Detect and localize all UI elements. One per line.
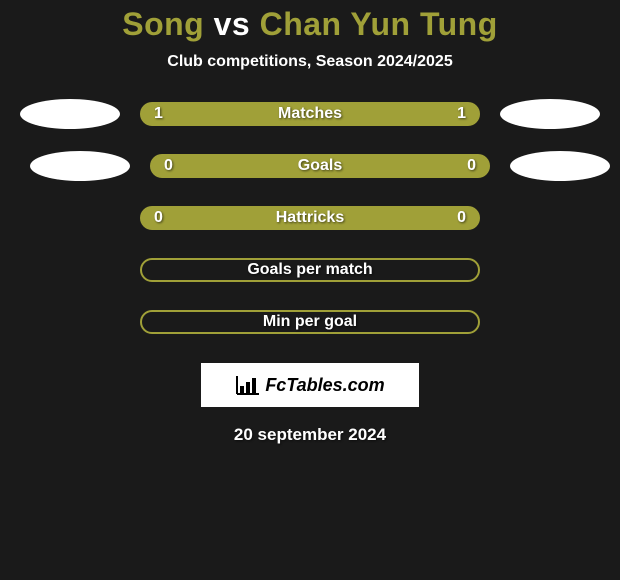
- stat-bar: 0 Hattricks 0: [140, 206, 480, 230]
- logo-box[interactable]: FcTables.com: [201, 363, 419, 407]
- comparison-widget: Song vs Chan Yun Tung Club competitions,…: [0, 0, 620, 580]
- stat-value-right: 0: [457, 209, 466, 227]
- title-vs: vs: [214, 6, 251, 42]
- bar-chart-icon: [235, 374, 261, 396]
- stat-bar: 0 Goals 0: [150, 154, 490, 178]
- stat-value-left: 0: [164, 157, 173, 175]
- stat-value-left: 1: [154, 105, 163, 123]
- stat-bar: Goals per match: [140, 258, 480, 282]
- stat-bar: 1 Matches 1: [140, 102, 480, 126]
- player2-marker: [510, 151, 610, 181]
- stat-bar: Min per goal: [140, 310, 480, 334]
- page-title: Song vs Chan Yun Tung: [0, 6, 620, 43]
- stat-value-right: 1: [457, 105, 466, 123]
- stat-row: 1 Matches 1: [0, 99, 620, 129]
- player2-marker: [500, 99, 600, 129]
- stat-rows: 1 Matches 1 0 Goals 0 0 Hattricks 0 Goals per mat…: [0, 99, 620, 337]
- player1-marker: [20, 99, 120, 129]
- stat-label: Hattricks: [276, 209, 344, 227]
- stat-value-left: 0: [154, 209, 163, 227]
- title-player2: Chan Yun Tung: [260, 6, 498, 42]
- stat-row: Goals per match: [0, 255, 620, 285]
- stat-label: Goals per match: [247, 261, 372, 279]
- stat-row: 0 Hattricks 0: [0, 203, 620, 233]
- stat-label: Min per goal: [263, 313, 357, 331]
- title-player1: Song: [122, 6, 204, 42]
- stat-value-right: 0: [467, 157, 476, 175]
- stat-row: Min per goal: [0, 307, 620, 337]
- subtitle: Club competitions, Season 2024/2025: [0, 53, 620, 71]
- stat-label: Matches: [278, 105, 342, 123]
- date-label: 20 september 2024: [0, 425, 620, 445]
- stat-row: 0 Goals 0: [0, 151, 620, 181]
- logo-text: FcTables.com: [265, 375, 384, 396]
- logo: FcTables.com: [235, 374, 384, 396]
- player1-marker: [30, 151, 130, 181]
- stat-label: Goals: [298, 157, 342, 175]
